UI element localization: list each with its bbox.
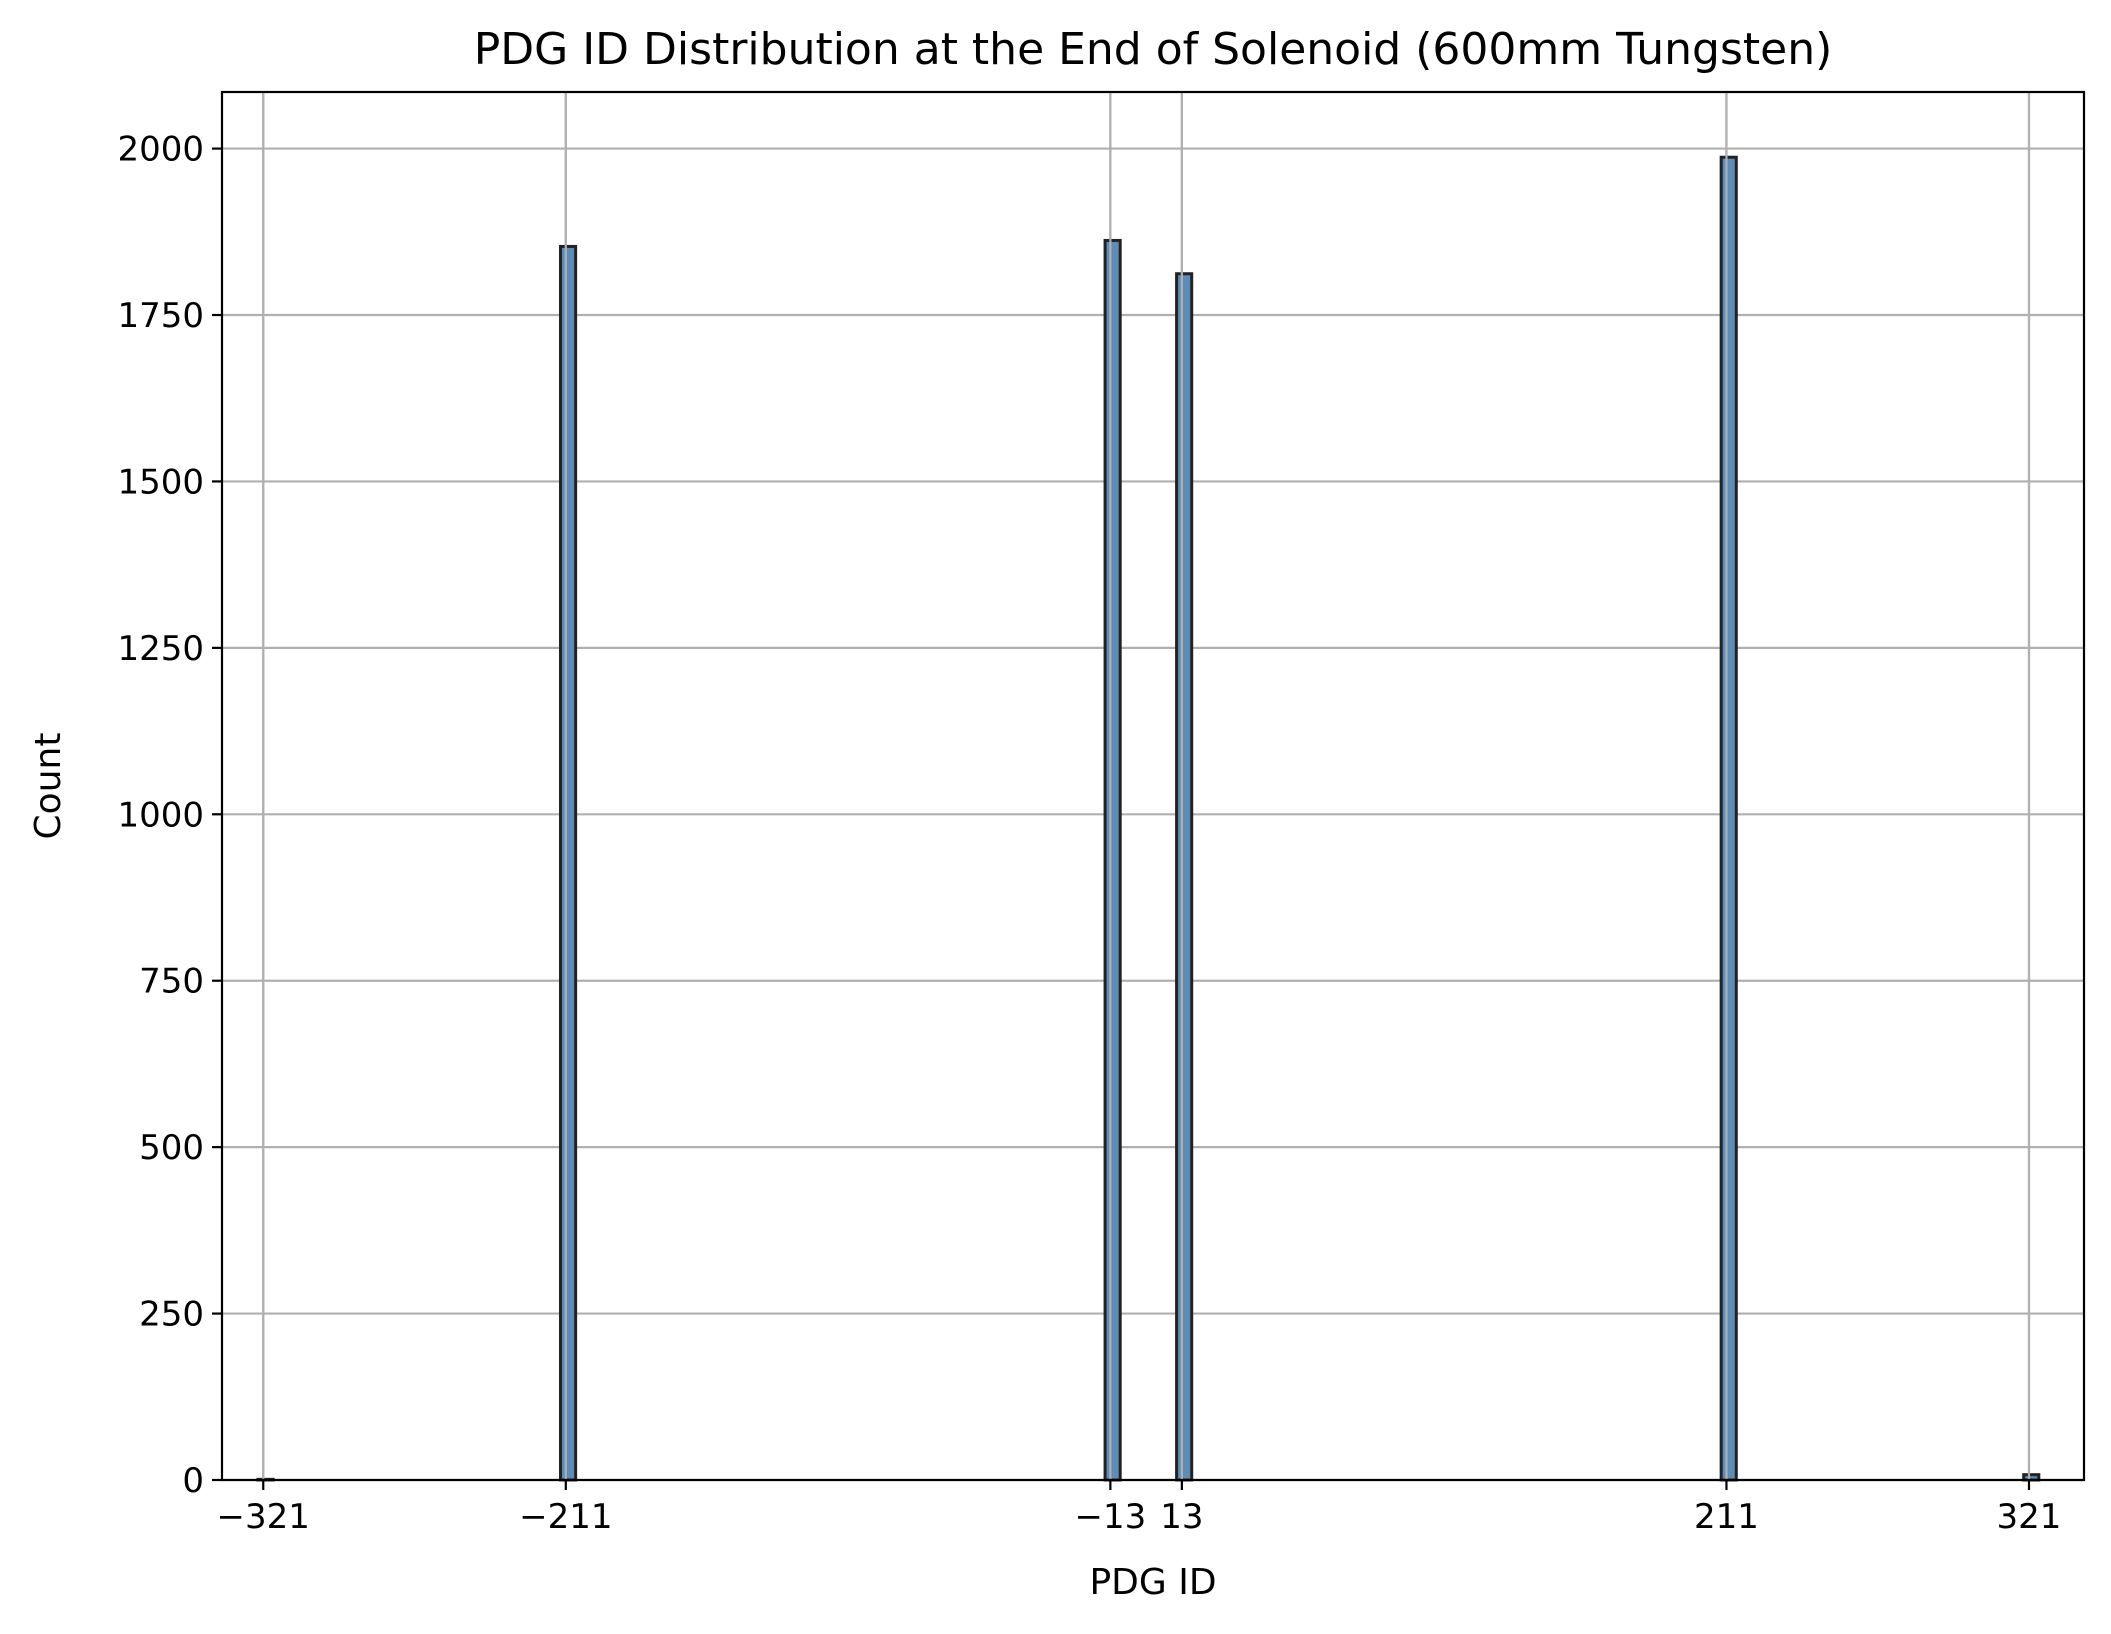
x-tick-label: 211 (1694, 1497, 1759, 1537)
histogram-bar (1103, 238, 1122, 1482)
bar-layer (256, 92, 2041, 1482)
y-tick-label: 1250 (117, 629, 204, 669)
y-tick-label: 2000 (117, 130, 204, 170)
y-tick-label: 1500 (117, 462, 204, 502)
plot-area-frame (220, 90, 2086, 1482)
x-tick-label: −13 (1074, 1497, 1146, 1537)
tick-layer: 0 250 500 750 1000 1250 1500 1750 2000 −321 −211 −1… (117, 130, 2061, 1537)
x-tick-label: 13 (1160, 1497, 1203, 1537)
y-tick-label: 750 (139, 962, 204, 1002)
histogram-bar (559, 244, 578, 1482)
x-axis-label: PDG ID (1089, 1562, 1216, 1603)
histogram-bar (1719, 155, 1738, 1482)
y-axis-label: Count (28, 733, 69, 840)
chart-title: PDG ID Distribution at the End of Soleno… (474, 24, 1833, 75)
x-tick-label: −321 (217, 1497, 310, 1537)
y-tick-label: 1750 (117, 296, 204, 336)
y-tick-label: 250 (139, 1295, 204, 1335)
x-tick-label: −211 (519, 1497, 612, 1537)
x-tick-label: 321 (1997, 1497, 2062, 1537)
histogram-bar (1175, 272, 1194, 1482)
y-tick-label: 0 (182, 1461, 204, 1501)
y-tick-label: 1000 (117, 795, 204, 835)
grid-layer (222, 92, 2084, 1482)
y-tick-label: 500 (139, 1128, 204, 1168)
